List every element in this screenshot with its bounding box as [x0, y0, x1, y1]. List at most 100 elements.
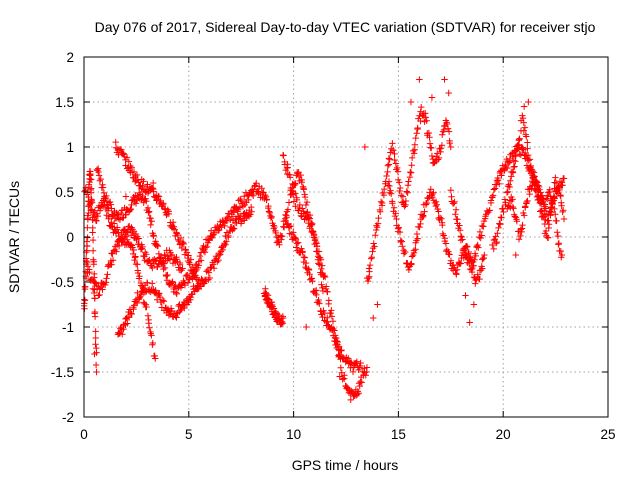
x-tick-label: 15 [391, 427, 406, 442]
data-point [81, 283, 89, 290]
data-point [524, 151, 532, 159]
data-point [149, 339, 156, 347]
data-point [418, 103, 425, 111]
data-point [84, 224, 91, 231]
data-point [439, 131, 446, 138]
data-point [263, 196, 270, 203]
data-point [109, 250, 116, 257]
data-point [516, 135, 523, 142]
data-point [356, 382, 363, 390]
data-point [160, 200, 167, 207]
data-point [141, 300, 148, 307]
data-point [302, 263, 309, 271]
data-point [321, 272, 328, 280]
data-point [504, 188, 512, 195]
data-point [85, 181, 93, 188]
data-point [132, 172, 139, 180]
data-point [278, 318, 286, 325]
data-point [280, 223, 287, 230]
data-point [386, 182, 393, 190]
data-point [441, 76, 448, 83]
data-point [474, 271, 481, 278]
data-point [133, 171, 141, 179]
data-point [510, 163, 517, 171]
data-point [555, 240, 563, 247]
data-point [216, 251, 223, 259]
data-point [504, 183, 512, 190]
data-point [145, 209, 152, 216]
data-point [120, 150, 127, 157]
data-point [391, 156, 398, 164]
data-point [421, 208, 428, 215]
data-point [387, 187, 394, 194]
data-point [91, 295, 98, 302]
data-point [132, 200, 140, 207]
data-point [389, 200, 396, 207]
data-point [364, 277, 372, 285]
data-point [265, 202, 272, 210]
data-point [315, 296, 322, 304]
data-point [373, 224, 381, 231]
data-point [507, 177, 514, 184]
data-point [322, 283, 330, 290]
data-point [397, 184, 404, 192]
data-point [519, 114, 527, 122]
data-point [416, 223, 423, 231]
data-point [203, 243, 211, 251]
data-point [300, 253, 307, 261]
data-point [450, 199, 458, 207]
data-point [91, 350, 98, 358]
chart-title: Day 076 of 2017, Sidereal Day-to-day VTE… [95, 19, 596, 35]
data-point [115, 242, 123, 250]
y-tick-label: -1 [62, 320, 74, 335]
x-tick-label: 25 [600, 427, 615, 442]
data-point [532, 178, 540, 185]
data-point [494, 230, 501, 237]
data-point [417, 117, 424, 125]
data-point [396, 179, 403, 186]
data-point [165, 255, 172, 262]
data-point [464, 243, 471, 251]
data-point [219, 246, 227, 254]
data-point [148, 218, 155, 225]
data-point [223, 238, 230, 245]
data-point [528, 166, 535, 173]
data-point [378, 199, 386, 207]
data-point [95, 172, 103, 179]
data-point [90, 289, 98, 297]
data-point [558, 179, 566, 186]
data-point [132, 230, 140, 238]
data-point [438, 215, 445, 222]
data-point [99, 286, 106, 293]
data-point [365, 265, 373, 272]
data-point [540, 213, 547, 220]
data-point [146, 324, 153, 331]
data-point [514, 142, 521, 149]
data-point [343, 385, 350, 392]
data-point [91, 286, 98, 293]
data-point [524, 197, 531, 205]
data-point [270, 305, 278, 312]
data-point [551, 205, 558, 213]
data-point [490, 186, 498, 193]
data-point [391, 150, 398, 158]
data-point [328, 313, 336, 320]
data-point [383, 172, 390, 180]
data-point [108, 261, 115, 268]
data-point [443, 120, 451, 128]
data-point [384, 162, 392, 169]
data-point [206, 274, 214, 282]
data-point [459, 245, 467, 253]
data-point [85, 209, 92, 217]
data-point [412, 134, 419, 142]
data-point [470, 262, 477, 269]
data-point [119, 214, 127, 222]
data-point [176, 261, 184, 268]
data-point [187, 256, 195, 263]
data-point [517, 232, 524, 240]
data-point [439, 230, 446, 238]
data-point [502, 199, 509, 206]
data-point [290, 229, 297, 236]
data-point [417, 220, 424, 228]
data-point [413, 230, 421, 238]
